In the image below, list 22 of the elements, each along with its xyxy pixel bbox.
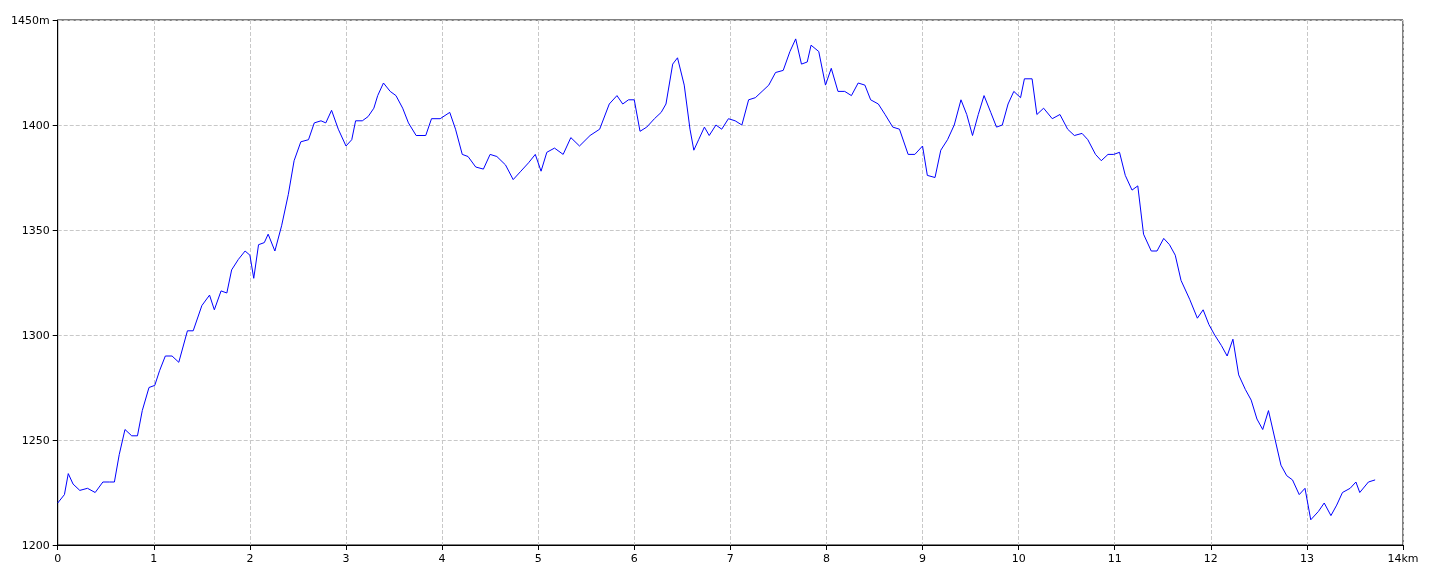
x-tick-label: 7 — [726, 552, 734, 565]
x-tick-label: 14km — [1387, 552, 1419, 565]
x-tick-label: 11 — [1107, 552, 1122, 565]
x-tick-label: 1 — [150, 552, 158, 565]
y-tick-label: 1250 — [21, 433, 50, 447]
y-tick-label: 1450m — [10, 13, 50, 27]
line-series — [57, 38, 1376, 521]
x-tick-label: 9 — [919, 552, 927, 565]
x-tick-label: 13 — [1299, 552, 1314, 565]
x-tick-label: 2 — [246, 552, 254, 565]
x-tick-label: 8 — [822, 552, 830, 565]
y-tick-label: 1300 — [21, 328, 50, 342]
x-tick-label: 0 — [54, 552, 62, 565]
y-tick-label: 1350 — [21, 223, 50, 237]
x-tick-label: 6 — [630, 552, 638, 565]
x-tick-label: 3 — [342, 552, 350, 565]
x-tick-label: 5 — [534, 552, 542, 565]
x-tick-label: 4 — [438, 552, 446, 565]
y-tick-label: 1400 — [21, 118, 50, 132]
y-tick-label: 1200 — [21, 538, 50, 552]
x-tick-label: 10 — [1011, 552, 1026, 565]
x-tick-label: 12 — [1203, 552, 1218, 565]
